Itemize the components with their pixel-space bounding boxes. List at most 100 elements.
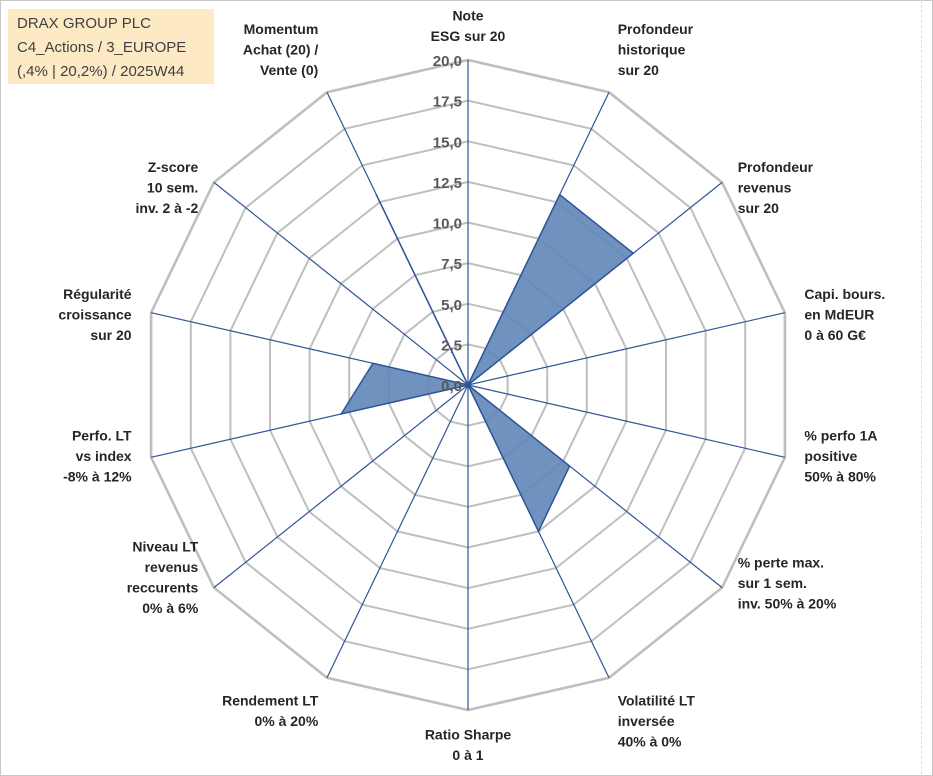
tick-label-2: 5,0 [441,297,462,314]
category-label-line: 0 à 60 G€ [804,327,866,343]
radar-tick-labels: 0,0 2,5 5,0 7,5 10,0 12,5 15,0 17,5 20,0 [433,53,462,395]
spoke-12 [213,181,469,386]
data-point-1 [558,193,561,196]
svg-text:% perte max.sur 1 sem.inv. 50%: % perte max. sur 1 sem. inv. 50% à 20% [738,555,837,612]
tick-label-5: 12,5 [433,175,462,192]
category-label-line: sur 20 [738,200,779,216]
category-label-line: Capi. bours. [804,286,885,302]
spoke-9 [213,384,469,589]
category-label-line: 50% à 80% [804,468,876,484]
category-label-line: Vente (0) [260,62,318,78]
category-label-line: Ratio Sharpe [425,727,512,743]
radar-series [339,193,635,534]
category-label-10: Perfo. LT vs index -8% à 12% [63,427,132,484]
data-point-5 [568,465,571,467]
data-point-2 [632,252,634,255]
category-label-line: Momentum [244,21,319,37]
category-label-line: revenus [145,559,199,575]
category-label-line: Profondeur [618,21,694,37]
data-point-10 [340,413,343,415]
category-label-line: Note [452,8,483,24]
info-company: DRAX GROUP PLC [17,15,151,32]
tick-label-3: 7,5 [441,256,462,273]
tick-label-6: 15,0 [433,134,462,151]
category-label-8: Rendement LT 0% à 20% [222,692,319,729]
category-label-line: revenus [738,179,792,195]
category-label-line: inv. 2 à -2 [136,200,199,216]
category-label-line: Rendement LT [222,692,319,708]
category-label-line: 0% à 20% [254,713,318,729]
tick-label-1: 2,5 [441,337,462,354]
category-label-line: Profondeur [738,159,814,175]
category-label-line: Z-score [148,159,199,175]
info-period: (,4% | 20,2%) / 2025W44 [17,63,185,80]
category-label-line: sur 1 sem. [738,575,807,591]
tick-label-0: 0,0 [441,378,462,395]
category-label-9: Niveau LT revenus reccurents 0% à 6% [127,539,199,617]
info-universe: C4_Actions / 3_EUROPE [17,39,187,56]
category-label-line: reccurents [127,580,199,596]
category-label-line: Perfo. LT [72,427,132,443]
category-label-7: Ratio Sharpe 0 à 1 [425,727,512,764]
category-label-3: Capi. bours. en MdEUR 0 à 60 G€ [804,286,885,343]
category-label-line: 40% à 0% [618,733,682,749]
info-box: DRAX GROUP PLC C4_Actions / 3_EUROPE (,4… [8,9,214,84]
data-point-13 [375,193,378,196]
spoke-3 [467,312,786,386]
category-label-line: ESG sur 20 [431,28,506,44]
category-label-11: Régularité croissance sur 20 [58,286,131,343]
category-label-6: Volatilité LT inversée 40% à 0% [618,692,696,749]
data-point-12 [467,384,469,386]
category-label-2: Profondeur revenus sur 20 [738,159,814,216]
category-label-line: positive [804,448,857,464]
category-label-line: sur 20 [618,62,659,78]
category-label-line: 0% à 6% [142,600,199,616]
category-label-1: Profondeur historique sur 20 [618,21,694,78]
data-point-11 [372,362,374,365]
series-area-0 [339,193,635,534]
category-label-4: % perfo 1A positive 50% à 80% [804,427,877,484]
category-label-13: Momentum Achat (20) / Vente (0) [243,21,319,78]
category-label-line: Achat (20) / [243,42,319,58]
category-label-line: % perfo 1A [804,427,877,443]
category-label-5: % perte max. sur 1 sem. inv. 50% à 20% [738,555,837,612]
svg-text:Rendement LT0% à 20%: Rendement LT 0% à 20% [222,692,319,729]
category-label-line: croissance [58,307,131,323]
category-label-12: Z-score 10 sem. inv. 2 à -2 [136,159,199,216]
category-label-line: Régularité [63,286,132,302]
category-label-line: 0 à 1 [452,747,483,763]
data-point-6 [537,530,540,533]
category-label-line: inversée [618,713,675,729]
category-label-0: Note ESG sur 20 [431,8,506,45]
category-label-line: en MdEUR [804,307,874,323]
category-label-line: historique [618,42,686,58]
category-label-line: % perte max. [738,555,824,571]
tick-label-7: 17,5 [433,94,462,111]
category-label-line: 10 sem. [147,179,198,195]
radar-category-labels: Note ESG sur 20 Profondeur historique sur 20… [58,8,885,764]
category-label-line: sur 20 [90,327,131,343]
category-label-line: vs index [76,448,132,464]
tick-label-4: 10,0 [433,216,462,233]
category-label-line: inv. 50% à 20% [738,596,837,612]
tick-label-8: 20,0 [433,53,462,70]
spoke-8 [326,384,469,679]
spoke-4 [467,384,786,458]
category-label-line: Niveau LT [132,539,198,555]
category-label-line: Volatilité LT [618,692,696,708]
category-label-line: -8% à 12% [63,468,132,484]
frame-edge [921,0,923,774]
